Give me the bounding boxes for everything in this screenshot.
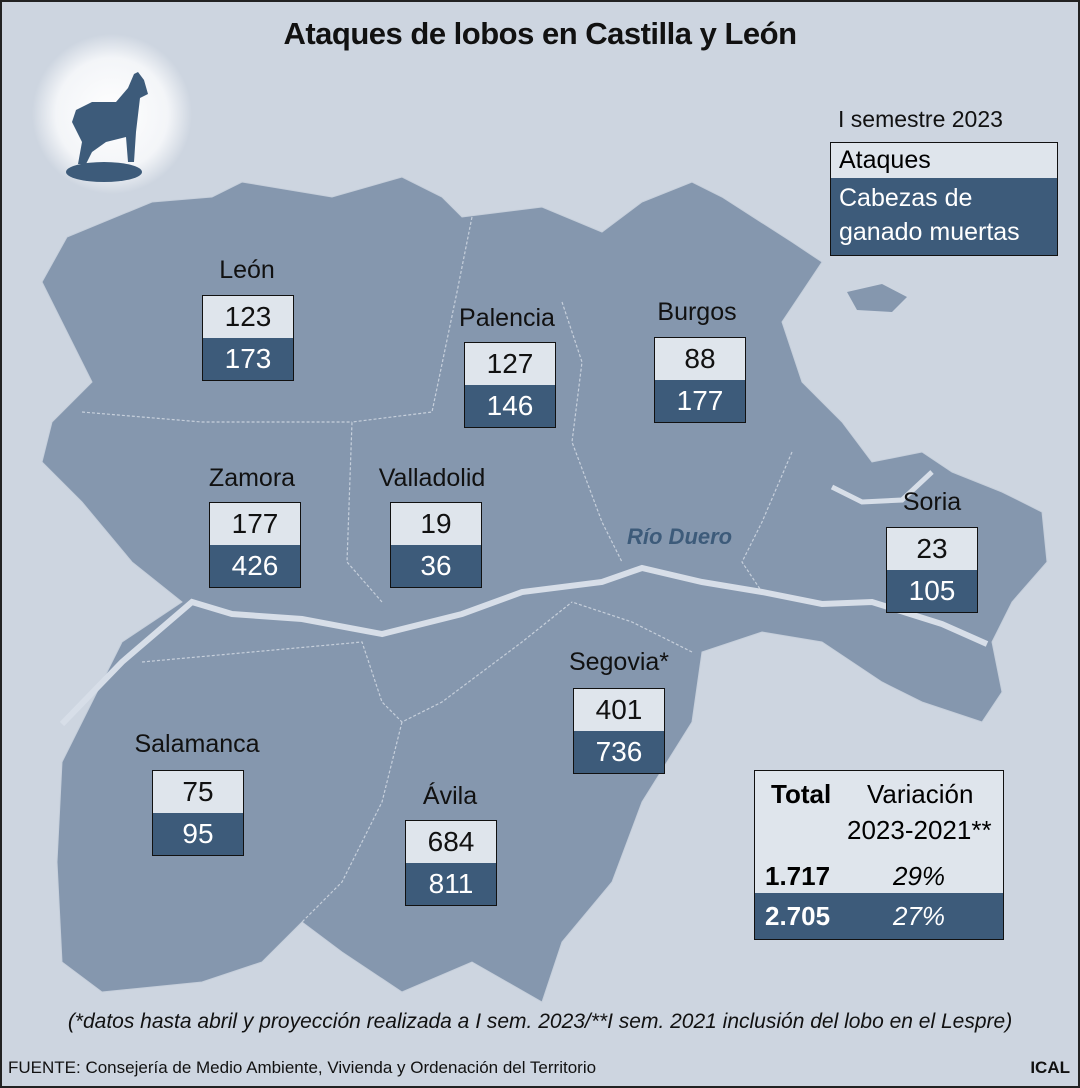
province-box: 177 426 (209, 502, 301, 588)
province-name: Salamanca (134, 730, 260, 758)
province-attacks: 401 (574, 689, 664, 731)
source: FUENTE: Consejería de Medio Ambiente, Vi… (8, 1058, 597, 1077)
total-header: Total (771, 779, 832, 809)
province-livestock: 105 (887, 570, 977, 612)
province-livestock: 177 (655, 380, 745, 422)
province-attacks: 177 (210, 503, 300, 545)
province-attacks: 123 (203, 296, 293, 338)
province-box: 23 105 (886, 527, 978, 613)
province-name: Ávila (422, 782, 478, 810)
river-label: Río Duero (627, 524, 733, 549)
province-name: Segovia* (568, 648, 670, 676)
province-attacks: 88 (655, 338, 745, 380)
province-attacks: 75 (153, 771, 243, 813)
province-attacks: 127 (465, 343, 555, 385)
legend: Ataques Cabezas de ganado muertas (830, 142, 1058, 256)
province-name: Zamora (208, 464, 296, 492)
province-borders (81, 216, 793, 923)
river-branch (830, 470, 934, 505)
total-attacks: 1.717 (765, 861, 831, 891)
legend-attacks: Ataques (831, 143, 1057, 178)
title: Ataques de lobos en Castilla y León (283, 16, 797, 51)
province-livestock: 426 (210, 545, 300, 587)
footnote: (*datos hasta abril y proyección realiza… (67, 1010, 1013, 1033)
province-attacks: 23 (887, 528, 977, 570)
province-name: Valladolid (378, 464, 486, 492)
province-name: León (219, 256, 275, 284)
variation-period: 2023-2021** (847, 815, 992, 845)
province-name: Soria (902, 488, 962, 516)
province-name: Palencia (459, 304, 555, 332)
wolf-icon (72, 72, 148, 164)
province-livestock: 173 (203, 338, 293, 380)
province-box: 75 95 (152, 770, 244, 856)
province-attacks: 19 (391, 503, 481, 545)
province-box: 19 36 (390, 502, 482, 588)
province-box: 88 177 (654, 337, 746, 423)
province-livestock: 811 (406, 863, 496, 905)
province-livestock: 146 (465, 385, 555, 427)
summary-table: Total Variación 2023-2021** 1.717 29% 2.… (754, 770, 1004, 940)
legend-livestock: Cabezas de ganado muertas (831, 178, 1057, 255)
wolf-rock (66, 162, 142, 182)
enclave (847, 284, 907, 312)
province-box: 123 173 (202, 295, 294, 381)
variation-attacks: 29% (893, 861, 946, 891)
province-livestock: 736 (574, 731, 664, 773)
total-livestock: 2.705 (765, 901, 831, 931)
province-box: 127 146 (464, 342, 556, 428)
province-box: 684 811 (405, 820, 497, 906)
province-box: 401 736 (573, 688, 665, 774)
credit: ICAL (1030, 1058, 1070, 1077)
province-attacks: 684 (406, 821, 496, 863)
summary-dark-row (755, 893, 1003, 939)
province-livestock: 95 (153, 813, 243, 855)
variation-livestock: 27% (893, 901, 946, 931)
province-name: Burgos (657, 298, 737, 326)
river-line (59, 564, 989, 727)
province-livestock: 36 (391, 545, 481, 587)
legend-period: I semestre 2023 (838, 106, 1003, 132)
variation-header: Variación (867, 779, 974, 809)
